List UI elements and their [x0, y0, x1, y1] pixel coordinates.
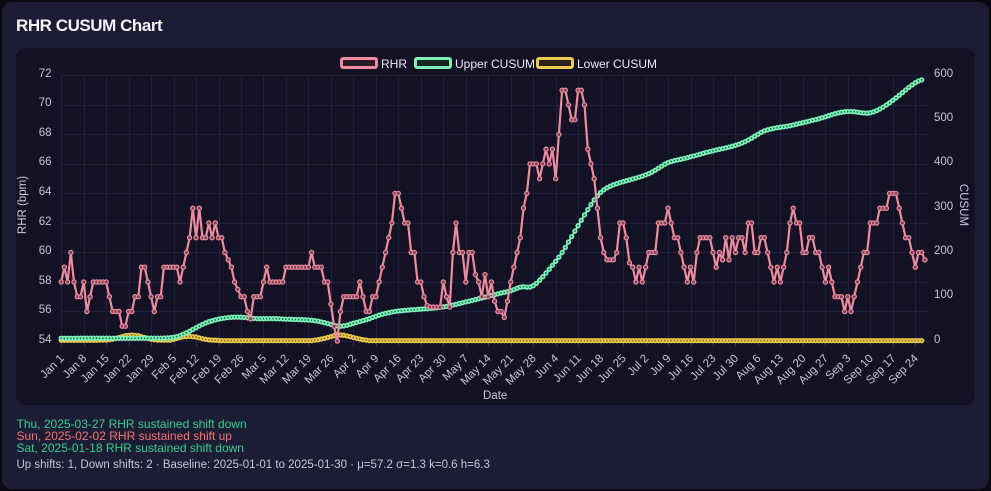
svg-text:Jan 1: Jan 1	[38, 353, 66, 381]
svg-text:Apr 2: Apr 2	[331, 353, 359, 381]
svg-text:Jul 2: Jul 2	[626, 353, 652, 379]
svg-text:Jul 30: Jul 30	[711, 353, 741, 383]
